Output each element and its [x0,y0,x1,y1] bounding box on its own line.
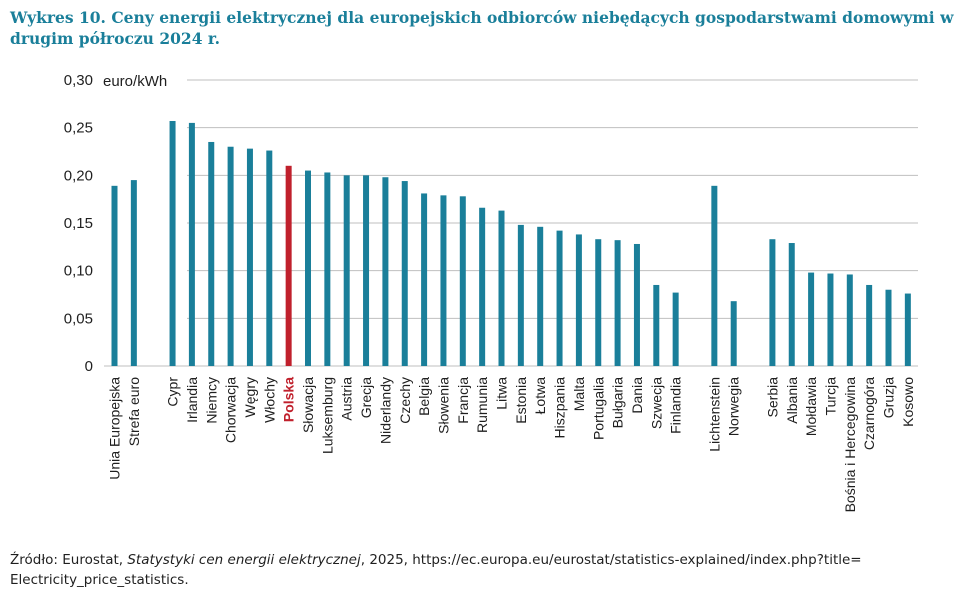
bar-mołdawia [808,272,815,366]
x-tick-label: Finlandia [668,377,684,434]
x-tick-label: Kosowo [900,377,916,427]
x-tick-label: Estonia [513,377,529,424]
x-tick-label: Luksemburg [319,377,335,454]
x-tick-label: Słowacja [300,377,316,433]
bar-niemcy [208,141,215,366]
x-tick-label: Malta [571,377,587,411]
bar-belgia [421,193,428,366]
bar-czarnogóra [866,284,873,366]
x-tick-label: Litwa [494,377,510,410]
bar-finlandia [672,292,679,366]
x-tick-label: Mołdawia [803,377,819,436]
bar-austria [343,175,350,366]
y-tick-label: 0,20 [64,167,93,184]
bar-dania [633,243,640,366]
bar-łotwa [537,226,544,366]
x-tick-label: Szwecja [648,377,664,429]
bar-grecja [363,175,370,366]
y-tick-label: 0,10 [64,263,93,280]
x-tick-label: Unia Europejska [107,377,123,480]
source-suffix: , 2025, https://ec.europa.eu/eurostat/st… [10,552,862,588]
bar-gruzja [885,289,892,366]
x-tick-label: Austria [339,377,355,421]
bar-polska [285,165,292,366]
bar-estonia [517,224,524,366]
bar-włochy [266,150,273,366]
bar-irlandia [188,122,195,367]
bar-szwecja [653,284,660,366]
bar-cypr [169,120,176,366]
y-tick-label: 0 [85,358,93,375]
x-tick-label: Francja [455,377,471,424]
x-tick-label: Chorwacja [223,377,239,443]
bar-serbia [769,239,776,366]
x-tick-label: Gruzja [881,377,897,418]
bar-rumunia [479,207,486,366]
x-tick-label: Lichtenstein [706,377,722,452]
x-tick-label: Czarnogóra [861,377,877,450]
x-tick-label: Włochy [261,377,277,423]
x-tick-label: Słowenia [435,377,451,434]
bar-malta [575,234,582,366]
bar-litwa [498,210,505,366]
x-tick-label: Turcja [822,377,838,416]
bar-turcja [827,273,834,366]
bar-niderlandy [382,177,389,366]
source-prefix: Źródło: Eurostat, [10,552,128,568]
x-tick-label: Bułgaria [610,377,626,429]
bar-albania [788,243,795,366]
x-tick-label: Albania [784,377,800,424]
bar-francja [459,196,466,366]
x-tick-label: Rumunia [474,377,490,433]
x-tick-label: Strefa euro [126,377,142,446]
bar-czechy [401,181,408,366]
y-tick-label: 0,05 [64,310,93,327]
x-tick-label: Niemcy [203,377,219,424]
bar-chorwacja [227,146,234,366]
x-tick-label: Polska [281,377,297,422]
bar-portugalia [595,239,602,366]
gridlines [104,79,918,367]
x-tick-label: Cypr [165,377,181,407]
bar-unia-europejska [111,185,118,366]
x-tick-label: Czechy [397,377,413,424]
bars [111,120,911,367]
y-tick-label: 0,25 [64,120,93,137]
x-tick-label: Irlandia [184,377,200,423]
x-tick-label: Grecja [358,377,374,418]
bar-lichtenstein [711,185,718,366]
bar-bułgaria [614,240,621,366]
x-tick-label: Bośnia i Hercegowina [842,377,858,513]
bar-hiszpania [556,230,563,366]
bar-słowenia [440,195,447,366]
chart-title: Wykres 10. Ceny energii elektrycznej dla… [10,8,954,48]
y-tick-label: 0,30 [64,72,93,89]
source-title: Statystyki cen energii elektrycznej [127,552,361,568]
y-axis-ticks: 0 0,05 0,10 0,15 0,20 0,25 0,30 [64,72,93,375]
x-tick-label: Hiszpania [552,377,568,439]
bar-luksemburg [324,172,331,366]
x-axis-labels: Unia Europejska Strefa euro Cypr Irlandia Ni… [107,377,916,513]
bar-kosowo [904,293,911,366]
x-tick-label: Serbia [764,377,780,418]
bar-norwegia [730,301,737,366]
x-tick-label: Węgry [242,377,258,417]
bar-słowacja [305,170,311,366]
bar-bośnia-i-hercegowina [846,274,853,366]
x-tick-label: Dania [629,377,645,414]
y-tick-label: 0,15 [64,215,93,232]
bar-strefa-euro [130,180,137,366]
x-tick-label: Norwegia [726,377,742,436]
source-note: Źródło: Eurostat, Statystyki cen energii… [10,550,965,590]
x-tick-label: Portugalia [590,377,606,440]
x-tick-label: Niderlandy [377,377,393,444]
bar-chart: 0 0,05 0,10 0,15 0,20 0,25 0,30 euro/kWh Unia … [64,72,918,513]
y-axis-label: euro/kWh [103,73,167,90]
x-tick-label: Belgia [416,377,432,416]
x-tick-label: Łotwa [532,377,548,415]
bar-węgry [246,148,253,366]
